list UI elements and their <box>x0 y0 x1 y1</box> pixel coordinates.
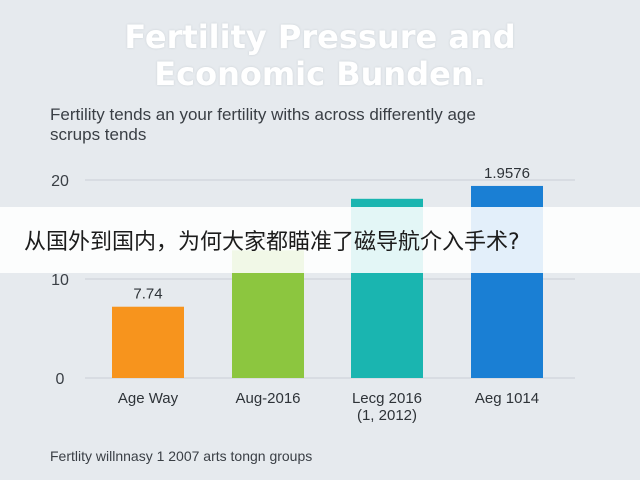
y-tick-label: 0 <box>56 371 65 388</box>
bar <box>112 306 184 378</box>
chart-footnote: Fertlity willnnasy 1 2007 arts tongn gro… <box>50 448 313 464</box>
chart-title-line1: Fertility Pressure and <box>124 18 516 56</box>
x-tick-label: Age Way <box>118 390 179 407</box>
x-tick-label: Aug-2016 <box>235 390 300 407</box>
x-tick-sublabel: (1, 2012) <box>357 407 417 424</box>
x-tick-label: Lecg 2016 <box>352 390 422 407</box>
overlay-banner: 从国外到国内，为何大家都瞄准了磁导航介入手术? <box>0 207 640 273</box>
data-label: 7.74 <box>133 286 162 303</box>
overlay-banner-text: 从国外到国内，为何大家都瞄准了磁导航介入手术? <box>24 230 520 255</box>
y-tick-label: 20 <box>51 173 69 190</box>
chart-subtitle-line2: scrups tends <box>50 125 147 144</box>
x-tick-label: Aeg 1014 <box>475 390 539 407</box>
data-label: 1.9576 <box>484 165 530 182</box>
y-tick-label: 10 <box>51 272 69 289</box>
chart-subtitle-line1: Fertility tends an your fertility withs … <box>50 105 476 124</box>
chart-title-line2: Economic Bunden. <box>154 55 486 93</box>
